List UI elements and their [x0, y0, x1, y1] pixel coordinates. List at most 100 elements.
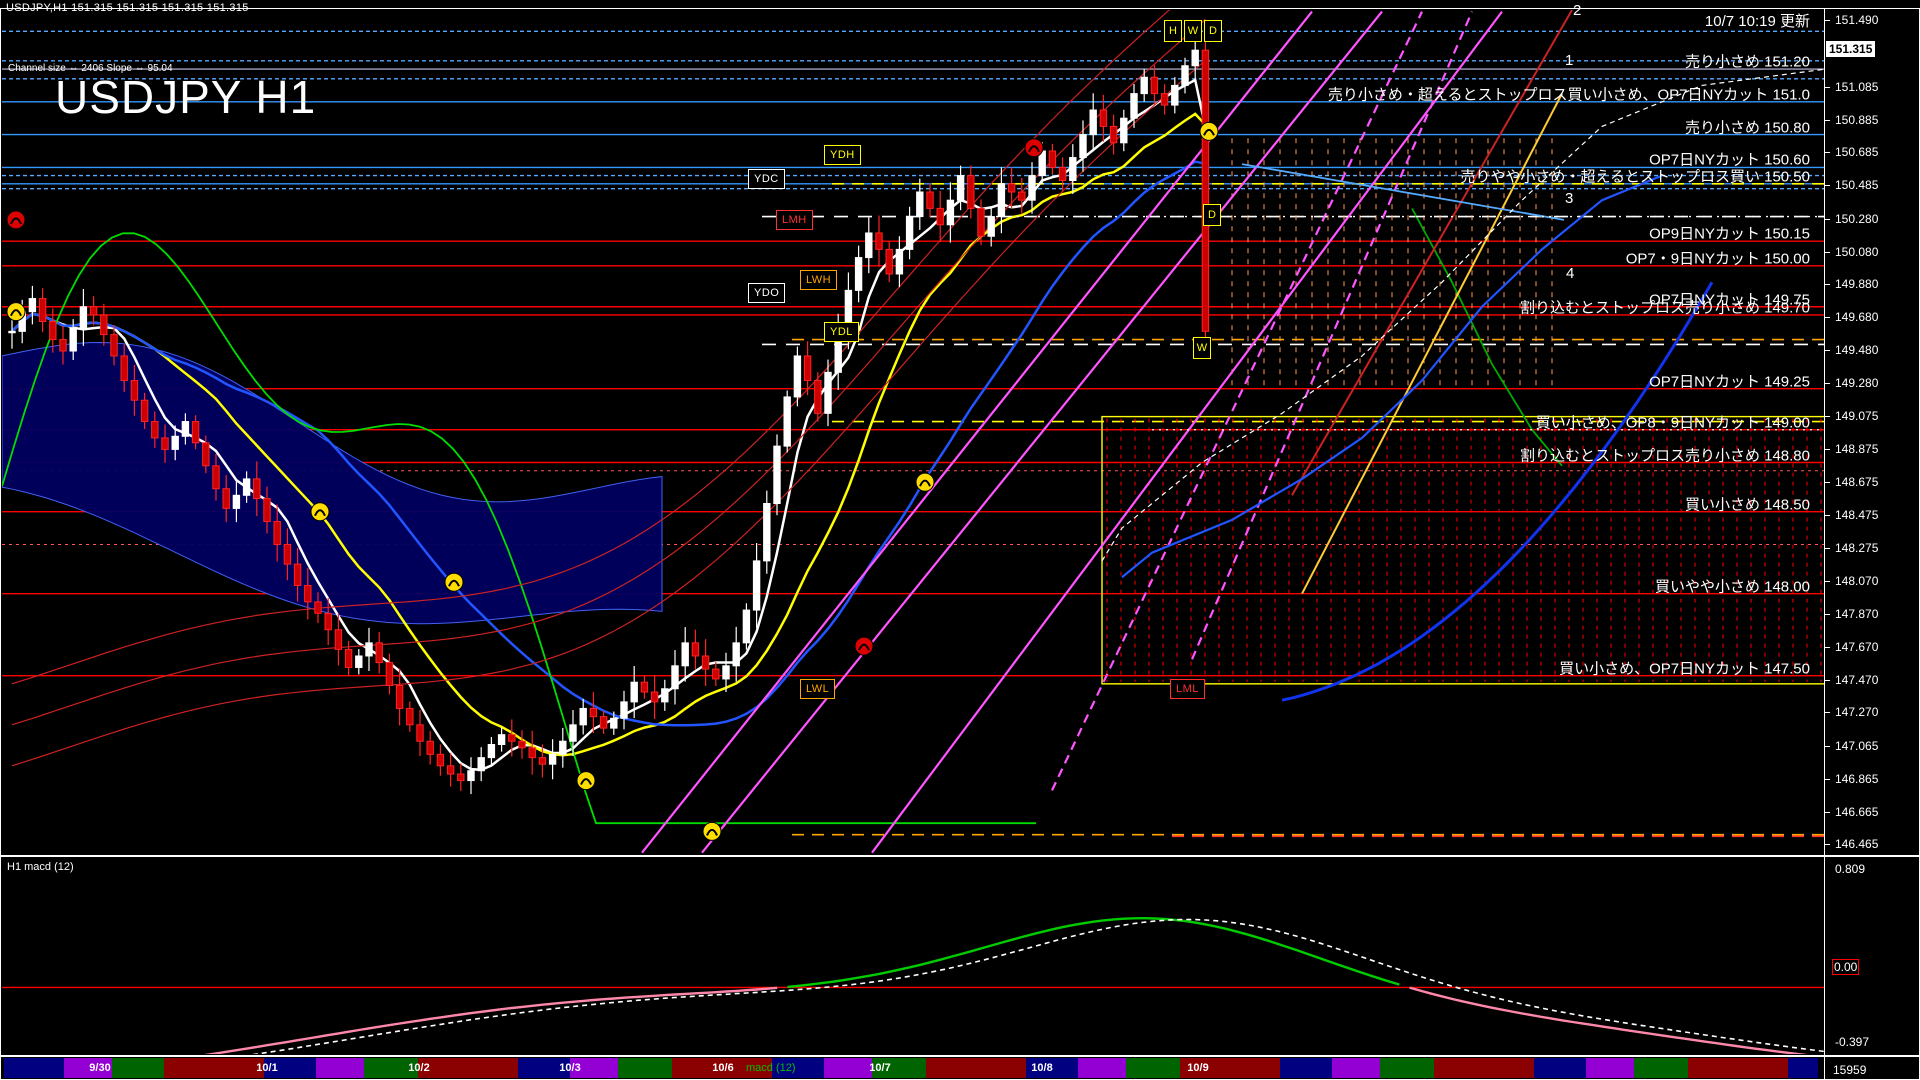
date-segment — [618, 1058, 672, 1078]
price-axis-label: 147.470 — [1835, 672, 1879, 687]
price-axis-label: 151.490 — [1835, 13, 1879, 28]
sr-level-label: 売りやや小さめ・超えるとストップロス買い 150.50 — [1460, 168, 1810, 186]
period-separator-cell: D — [1204, 20, 1222, 42]
price-axis-tick — [1825, 778, 1830, 780]
level-tag-lwl[interactable]: LWL — [800, 679, 836, 699]
price-axis-label: 148.875 — [1835, 442, 1879, 457]
price-axis-tick — [1825, 382, 1830, 384]
date-segment — [164, 1058, 264, 1078]
trendline-number: 1 — [1565, 52, 1574, 69]
price-axis-tick — [1825, 712, 1830, 714]
price-axis-tick — [1825, 844, 1830, 846]
price-axis-label: 148.275 — [1835, 540, 1879, 555]
trendline-number: 3 — [1565, 190, 1574, 207]
price-axis-tick — [1825, 251, 1830, 253]
date-axis-label: 10/3 — [559, 1062, 581, 1074]
price-axis-tick — [1825, 350, 1830, 352]
price-axis-tick — [1825, 86, 1830, 88]
level-tag-lwh[interactable]: LWH — [800, 270, 838, 290]
price-axis-tick — [1825, 482, 1830, 483]
date-segment — [4, 1058, 64, 1078]
sr-level-label: 売り小さめ・超えるとストップロス買い小さめ、OP7日NYカット 151.0 — [1327, 86, 1810, 104]
price-axis-label: 149.480 — [1835, 343, 1879, 358]
price-axis-label: 149.075 — [1835, 409, 1879, 424]
level-tag-ydo[interactable]: YDO — [748, 283, 786, 303]
macd-max-label: 0.809 — [1835, 862, 1866, 876]
sr-level-label: OP7日NYカット 149.75 — [1649, 291, 1810, 309]
date-axis-pane[interactable]: 9/30 10/1 10/2 10/3 10/6 10/7 10/8 10/9 macd (12… — [0, 1056, 1920, 1080]
sr-level-label: OP7・9日NYカット 150.00 — [1625, 250, 1810, 268]
macd-zero-label: 0.00 — [1832, 959, 1860, 975]
sr-level-label: 売り小さめ 151.20 — [1684, 53, 1810, 71]
price-axis-tick — [1825, 581, 1830, 583]
price-axis-label: 148.475 — [1835, 507, 1879, 522]
period-separator-cell: H — [1164, 20, 1182, 42]
date-segment — [112, 1058, 164, 1078]
date-segment — [364, 1058, 418, 1078]
bar-count-axis: 15959 — [1824, 1057, 1919, 1079]
date-axis-label: 10/1 — [256, 1062, 278, 1074]
date-segment — [872, 1058, 926, 1078]
date-segment — [1280, 1058, 1332, 1078]
sr-level-label: 買い小さめ、OP7日NYカット 147.50 — [1559, 660, 1810, 678]
price-axis-tick — [1825, 613, 1830, 615]
macd-min-label: -0.397 — [1835, 1035, 1870, 1049]
level-tag-ydh[interactable]: YDH — [824, 145, 861, 165]
price-axis-label: 147.670 — [1835, 639, 1879, 654]
sr-level-label: 買い小さめ 148.50 — [1684, 496, 1810, 514]
price-axis-label: 147.065 — [1835, 738, 1879, 753]
price-plot-area[interactable] — [2, 10, 1824, 854]
macd-plot-area[interactable] — [2, 858, 1824, 1054]
bar-count-label: 15959 — [1833, 1063, 1867, 1077]
date-segment — [1434, 1058, 1534, 1078]
level-tag-lml[interactable]: LML — [1170, 679, 1205, 699]
main-chart-pane[interactable]: 151.490 151.315 151.085 150.885 150.685 150.4… — [0, 8, 1920, 856]
trendline-number: 2 — [1573, 2, 1582, 19]
date-segment — [824, 1058, 872, 1078]
date-segment — [1078, 1058, 1126, 1078]
price-axis-tick — [1825, 218, 1830, 220]
period-separator-cell: W — [1184, 20, 1202, 42]
sr-level-label: 売り小さめ 150.80 — [1684, 119, 1810, 137]
price-axis-label: 150.885 — [1835, 112, 1879, 127]
sr-level-label: OP7日NYカット 150.60 — [1649, 151, 1810, 169]
macd-chart-svg — [2, 916, 1824, 1054]
sr-level-label: 買い小さめ、OP8・9日NYカット 149.00 — [1535, 414, 1810, 432]
date-segment — [1688, 1058, 1788, 1078]
date-segment — [1380, 1058, 1434, 1078]
price-axis-label: 150.685 — [1835, 145, 1879, 160]
price-axis-label: 147.270 — [1835, 705, 1879, 720]
channel-size-label: Channel size ⇔ 2406 Slope ⇔ 95.04 — [8, 63, 173, 74]
date-axis-label: 10/9 — [1187, 1062, 1209, 1074]
price-axis-tick — [1825, 646, 1830, 648]
price-axis-label: 150.080 — [1835, 244, 1879, 259]
date-segment — [1634, 1058, 1688, 1078]
macd-indicator-label: H1 macd (12) — [7, 861, 74, 873]
price-axis-tick — [1825, 547, 1830, 549]
price-axis-tick — [1825, 449, 1830, 451]
price-axis-tick — [1825, 284, 1830, 286]
date-axis-label: 10/6 — [712, 1062, 734, 1074]
price-axis-tick — [1825, 679, 1830, 681]
date-segment — [570, 1058, 618, 1078]
date-axis-label: 9/30 — [89, 1062, 111, 1074]
date-segment — [1332, 1058, 1380, 1078]
period-separator-cell: W — [1193, 337, 1211, 359]
date-segment — [264, 1058, 316, 1078]
macd-axis-tag: macd (12) — [746, 1062, 796, 1074]
date-segment — [772, 1058, 824, 1078]
level-tag-ydc[interactable]: YDC — [748, 169, 785, 189]
date-segment — [64, 1058, 112, 1078]
level-tag-lmh[interactable]: LMH — [776, 210, 813, 230]
date-segment — [1534, 1058, 1586, 1078]
macd-pane[interactable]: 0.809 0.00 -0.397 H1 macd (12) — [0, 856, 1920, 1056]
level-tag-ydl[interactable]: YDL — [824, 322, 859, 342]
date-axis-label: 10/2 — [408, 1062, 430, 1074]
price-axis-label: 146.865 — [1835, 771, 1879, 786]
price-axis[interactable]: 151.490 151.315 151.085 150.885 150.685 150.4… — [1824, 9, 1919, 855]
current-price-label: 151.315 — [1826, 41, 1876, 58]
price-axis-label: 149.880 — [1835, 277, 1879, 292]
date-segment — [1126, 1058, 1180, 1078]
date-axis-label: 10/7 — [869, 1062, 891, 1074]
